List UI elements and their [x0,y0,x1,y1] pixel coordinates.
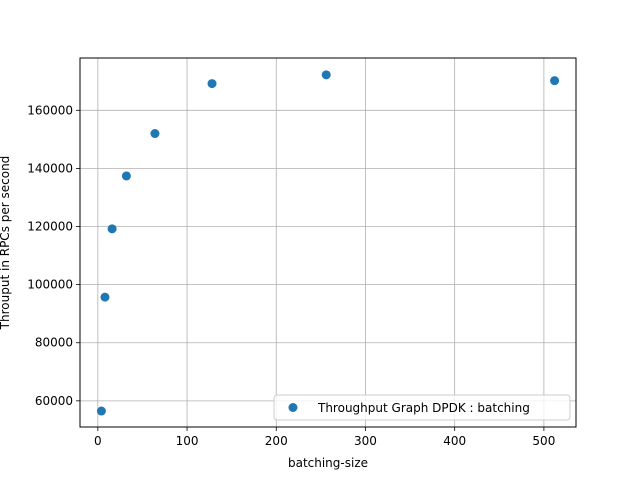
data-point [207,79,217,89]
y-tick-label: 60000 [35,394,73,408]
legend-label: Throughput Graph DPDK : batching [317,401,530,415]
y-tick-label: 160000 [27,103,73,117]
x-tick-label: 300 [354,434,377,448]
grid-lines [80,58,576,427]
x-tick-label: 200 [265,434,288,448]
x-tick-label: 0 [94,434,102,448]
data-point [321,70,331,80]
x-axis-label: batching-size [288,456,368,470]
x-tick-label: 500 [532,434,555,448]
legend-box [273,394,571,421]
x-tick-label: 400 [443,434,466,448]
legend: Throughput Graph DPDK : batching [273,394,571,421]
data-point [107,224,117,234]
data-point [121,171,131,181]
y-axis-label: Throuput in RPCs per second [0,156,12,331]
y-tick-label: 80000 [35,336,73,350]
data-point [150,129,160,139]
data-point [100,292,110,302]
y-tick-label: 140000 [27,161,73,175]
y-tick-label: 120000 [27,220,73,234]
x-tick-label: 100 [176,434,199,448]
data-point [96,406,106,416]
data-point [550,76,560,86]
legend-marker [288,403,298,412]
axis-ticks: 0 100 200 300 400 500 60000 80000 100000 120000 14… [27,103,555,448]
data-points [96,70,560,416]
plot-frame [79,57,577,428]
y-tick-label: 100000 [27,278,73,292]
